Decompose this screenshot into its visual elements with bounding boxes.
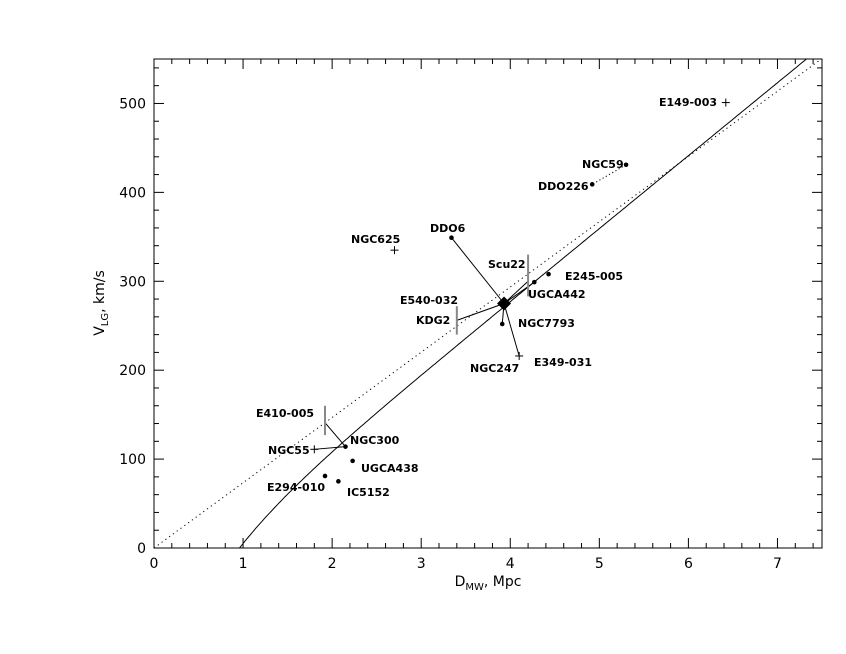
galaxy-plus	[390, 246, 399, 255]
connection-line	[503, 303, 520, 357]
vertical-bars	[324, 254, 530, 436]
plot-frame	[153, 58, 823, 549]
galaxy-dot	[449, 235, 454, 241]
x-axis-title: DMW, Mpc	[455, 574, 522, 593]
y-axis-title: VLG, km/s	[92, 270, 111, 336]
y-tick-label: 400	[119, 185, 146, 201]
connection-line	[591, 164, 627, 185]
group-connections	[314, 164, 627, 450]
galaxy-points	[310, 98, 730, 484]
galaxy-label: IC5152	[347, 486, 390, 499]
x-tick-label: 0	[150, 556, 159, 572]
galaxy-dot	[343, 444, 348, 449]
galaxy-label: DDO6	[430, 222, 466, 235]
galaxy-dot	[589, 182, 595, 187]
galaxy-label: Scu22	[488, 258, 526, 271]
x-tick-label: 5	[595, 556, 604, 572]
x-tick-label: 7	[773, 556, 782, 572]
galaxy-plus	[310, 445, 319, 454]
connection-line	[503, 280, 529, 304]
connection-line	[314, 446, 346, 450]
galaxy-label: E349-031	[534, 356, 592, 369]
galaxy-dot	[499, 321, 505, 327]
galaxy-labels: E149-003 NGC59 DDO226 NGC625 DDO6 E245-005 UGC…	[256, 96, 717, 499]
galaxy-dot	[336, 479, 341, 484]
galaxy-label: NGC7793	[518, 317, 575, 330]
galaxy-plus	[515, 351, 524, 360]
y-tick-label: 300	[119, 274, 146, 290]
galaxy-label: UGCA442	[528, 288, 586, 301]
y-tick-label: 0	[137, 541, 146, 557]
galaxy-dot	[532, 279, 537, 285]
galaxy-label: NGC300	[350, 434, 400, 447]
galaxy-dot	[623, 162, 629, 168]
galaxy-dot	[350, 458, 355, 464]
x-tick-label: 2	[328, 556, 337, 572]
fit-lines	[154, 59, 822, 548]
galaxy-label: NGC55	[268, 444, 310, 457]
y-tick-label: 200	[119, 363, 146, 379]
galaxy-label: DDO226	[538, 180, 589, 193]
connection-line	[451, 237, 505, 304]
group-center-diamond	[497, 296, 512, 311]
axis-ticks: 0 1 2 3 4 5 6 7 0 100 200 300 400 500	[119, 59, 822, 572]
galaxy-label: NGC625	[351, 233, 400, 246]
y-tick-label: 500	[119, 96, 146, 112]
galaxy-label: E245-005	[565, 270, 623, 283]
galaxy-dot	[546, 271, 551, 277]
x-tick-label: 4	[506, 556, 515, 572]
galaxy-label: E294-010	[267, 481, 325, 494]
reference-line-dotted	[154, 59, 822, 548]
plot-area	[153, 58, 823, 549]
galaxy-label: E149-003	[659, 96, 717, 109]
galaxy-label: E410-005	[256, 407, 314, 420]
galaxy-label: E540-032	[400, 294, 458, 307]
connection-line	[503, 281, 535, 304]
galaxy-label: NGC247	[470, 362, 519, 375]
x-tick-label: 3	[417, 556, 426, 572]
connection-line	[456, 303, 505, 321]
connection-line	[324, 422, 346, 447]
galaxy-label: NGC59	[582, 158, 624, 171]
x-tick-label: 1	[239, 556, 248, 572]
galaxy-dot	[322, 473, 328, 479]
galaxy-label: UGCA438	[361, 462, 419, 475]
x-tick-label: 6	[684, 556, 693, 572]
galaxy-plus	[721, 98, 730, 107]
y-tick-label: 100	[119, 452, 146, 468]
galaxy-label: KDG2	[416, 314, 450, 327]
